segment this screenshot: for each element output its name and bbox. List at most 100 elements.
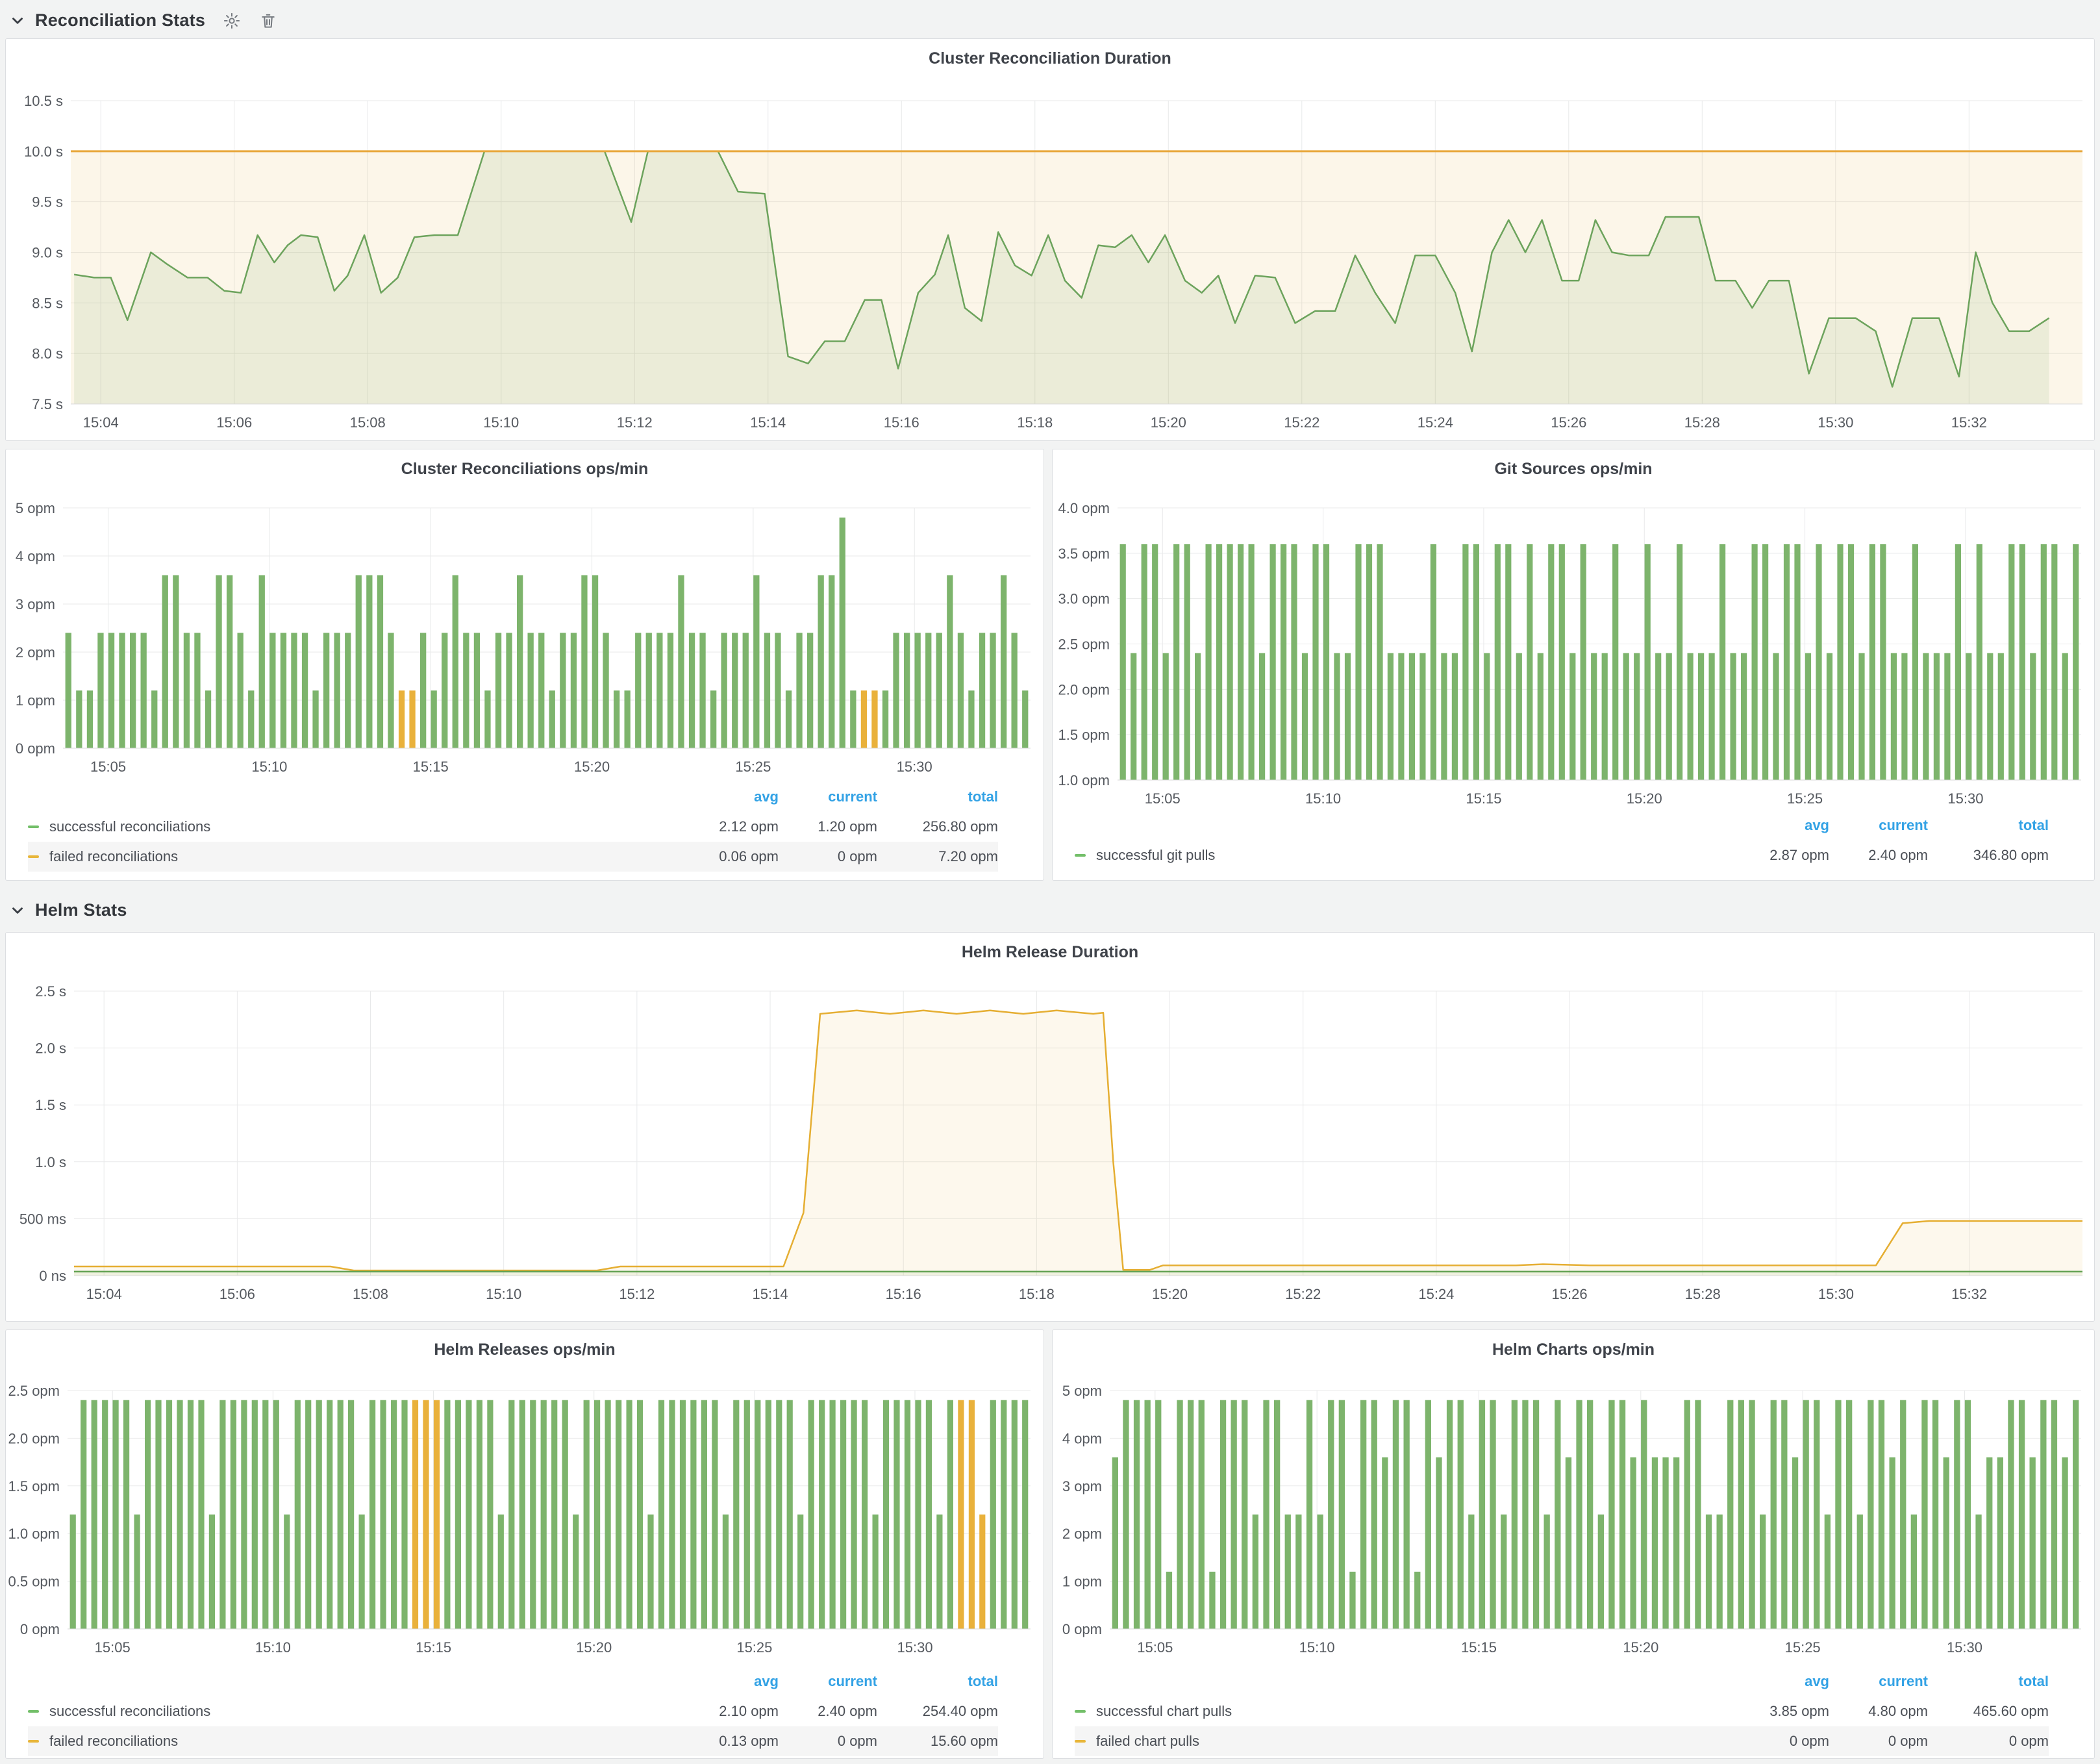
svg-text:4.0 opm: 4.0 opm (1058, 500, 1110, 516)
series-color-swatch (28, 1740, 39, 1743)
panel-title[interactable]: Helm Charts ops/min (1492, 1341, 1655, 1359)
legend-total-value: 0 opm (2008, 1733, 2049, 1749)
legend-label[interactable]: failed chart pulls (1096, 1733, 1199, 1749)
helm-releases-ops-chart[interactable]: 0 opm 0.5 opm 1.0 opm 1.5 opm 2.0 opm 2.5 opm… (6, 1330, 1044, 1658)
svg-text:2.5 opm: 2.5 opm (1058, 636, 1110, 653)
helm-charts-ops-chart[interactable]: 0 opm 1 opm 2 opm 3 opm 4 opm 5 opm 15:05 15:10… (1053, 1330, 2094, 1658)
svg-text:15:15: 15:15 (413, 759, 449, 774)
cluster-reconciliations-ops-chart[interactable]: 0 opm 1 opm 2 opm 3 opm 4 opm 5 opm 15:05 15:10… (6, 449, 1044, 774)
panel-title[interactable]: Cluster Reconciliations ops/min (401, 460, 649, 478)
legend-avg-value: 2.10 opm (719, 1703, 779, 1719)
git-sources-ops-chart[interactable]: 1.0 opm 1.5 opm 2.0 opm 2.5 opm 3.0 opm 3.5 o… (1053, 449, 2094, 803)
legend-row-successful-git-pulls[interactable]: successful git pulls 2.87 opm 2.40 opm 3… (1075, 840, 2049, 870)
helm-release-duration-chart[interactable]: 0 ns 500 ms 1.0 s 1.5 s 2.0 s 2.5 s 15:04 15:06… (6, 933, 2094, 1322)
legend-row-failed-reconciliations[interactable]: failed reconciliations 0.13 opm 0 opm 15… (28, 1726, 998, 1756)
svg-text:15:24: 15:24 (1418, 1286, 1454, 1302)
legend-current-value: 2.40 opm (818, 1703, 877, 1719)
legend-current-value: 0 opm (837, 1733, 877, 1749)
legend-header-current[interactable]: current (828, 788, 877, 805)
section-header-helm-stats[interactable]: Helm Stats (5, 881, 2095, 932)
svg-text:10.0 s: 10.0 s (24, 144, 63, 160)
svg-text:15:22: 15:22 (1285, 1286, 1321, 1302)
svg-text:500 ms: 500 ms (19, 1211, 66, 1227)
svg-text:15:32: 15:32 (1951, 414, 1987, 431)
svg-text:15:20: 15:20 (1623, 1639, 1658, 1656)
svg-text:0 opm: 0 opm (16, 740, 55, 757)
cluster-reconciliation-duration-chart[interactable]: 7.5 s 8.0 s 8.5 s 9.0 s 9.5 s 10.0 s 10.5 s 15:… (6, 39, 2094, 442)
legend-header-current[interactable]: current (1879, 817, 1928, 833)
svg-text:15:08: 15:08 (353, 1286, 388, 1302)
legend-label[interactable]: successful reconciliations (49, 1703, 211, 1719)
svg-text:15:20: 15:20 (1152, 1286, 1188, 1302)
legend-row-successful-reconciliations[interactable]: successful reconciliations 2.10 opm 2.40… (28, 1696, 998, 1726)
svg-text:15:28: 15:28 (1684, 414, 1720, 431)
legend: avg current total successful reconciliat… (6, 782, 1044, 872)
legend-label[interactable]: failed reconciliations (49, 848, 179, 864)
legend-label[interactable]: successful reconciliations (49, 818, 211, 835)
series-color-swatch (1075, 1740, 1086, 1743)
panel-title[interactable]: Git Sources ops/min (1494, 460, 1653, 478)
legend-row-successful-reconciliations[interactable]: successful reconciliations 2.12 opm 1.20… (28, 812, 998, 842)
legend-header-avg[interactable]: avg (754, 788, 779, 805)
panel-cluster-reconciliation-duration: Cluster Reconciliation Duration 7.5 s 8.0… (5, 38, 2095, 441)
svg-text:4 opm: 4 opm (1062, 1430, 1102, 1446)
svg-text:15:24: 15:24 (1418, 414, 1453, 431)
section-header-reconciliation-stats[interactable]: Reconciliation Stats (5, 5, 2095, 38)
svg-text:15:30: 15:30 (1818, 1286, 1854, 1302)
svg-text:2 opm: 2 opm (16, 644, 55, 661)
legend-header-row: avg current total (28, 1667, 998, 1696)
legend-header-total[interactable]: total (968, 788, 998, 805)
svg-text:15:30: 15:30 (1947, 790, 1983, 803)
svg-text:2.0 s: 2.0 s (35, 1040, 66, 1057)
legend-label[interactable]: failed reconciliations (49, 1733, 179, 1749)
svg-text:15:18: 15:18 (1019, 1286, 1055, 1302)
legend-row-successful-chart-pulls[interactable]: successful chart pulls 3.85 opm 4.80 opm… (1075, 1696, 2049, 1726)
panel-title[interactable]: Cluster Reconciliation Duration (929, 49, 1171, 68)
legend-avg-value: 2.12 opm (719, 818, 779, 835)
svg-text:15:04: 15:04 (83, 414, 119, 431)
series-color-swatch (28, 855, 39, 858)
legend-header-current[interactable]: current (828, 1673, 877, 1689)
svg-text:15:04: 15:04 (86, 1286, 122, 1302)
legend-header-total[interactable]: total (968, 1673, 998, 1689)
gear-icon[interactable] (222, 11, 242, 31)
legend-row-failed-chart-pulls[interactable]: failed chart pulls 0 opm 0 opm 0 opm (1075, 1726, 2049, 1756)
svg-text:15:18: 15:18 (1017, 414, 1053, 431)
legend-header-total[interactable]: total (2018, 817, 2049, 833)
series-color-swatch (28, 1710, 39, 1713)
legend-row-failed-reconciliations[interactable]: failed reconciliations 0.06 opm 0 opm 7.… (28, 842, 998, 872)
svg-text:15:10: 15:10 (1305, 790, 1341, 803)
svg-text:2.5 opm: 2.5 opm (8, 1383, 60, 1399)
svg-text:2.0 opm: 2.0 opm (8, 1430, 60, 1446)
panel-title[interactable]: Helm Releases ops/min (434, 1341, 616, 1359)
series-color-swatch (28, 825, 39, 828)
svg-text:5 opm: 5 opm (1062, 1383, 1102, 1399)
legend-header-row: avg current total (1075, 811, 2049, 840)
trash-icon[interactable] (258, 11, 278, 31)
legend-label[interactable]: successful chart pulls (1096, 1703, 1232, 1719)
svg-text:0 opm: 0 opm (20, 1621, 60, 1637)
panel-helm-charts-ops: Helm Charts ops/min 0 opm 1 opm 2 opm 3 opm… (1052, 1329, 2095, 1759)
svg-text:8.0 s: 8.0 s (32, 346, 63, 362)
svg-text:15:30: 15:30 (1947, 1639, 1982, 1656)
legend-header-avg[interactable]: avg (1805, 817, 1829, 833)
svg-text:2.5 s: 2.5 s (35, 983, 66, 1000)
svg-text:15:08: 15:08 (350, 414, 386, 431)
legend-header-row: avg current total (1075, 1667, 2049, 1696)
svg-text:1.0 opm: 1.0 opm (8, 1526, 60, 1542)
legend-current-value: 1.20 opm (818, 818, 877, 835)
legend-avg-value: 2.87 opm (1769, 847, 1829, 863)
svg-text:0 opm: 0 opm (1062, 1621, 1102, 1637)
svg-text:15:10: 15:10 (483, 414, 519, 431)
svg-text:1.0 opm: 1.0 opm (1058, 772, 1110, 788)
legend-header-current[interactable]: current (1879, 1673, 1928, 1689)
svg-text:8.5 s: 8.5 s (32, 295, 63, 311)
legend-header-avg[interactable]: avg (754, 1673, 779, 1689)
legend-header-avg[interactable]: avg (1805, 1673, 1829, 1689)
svg-text:15:25: 15:25 (736, 1639, 772, 1656)
legend-header-total[interactable]: total (2018, 1673, 2049, 1689)
svg-text:3.5 opm: 3.5 opm (1058, 546, 1110, 562)
panel-title[interactable]: Helm Release Duration (961, 943, 1139, 961)
svg-text:15:12: 15:12 (617, 414, 653, 431)
legend-label[interactable]: successful git pulls (1096, 847, 1216, 863)
